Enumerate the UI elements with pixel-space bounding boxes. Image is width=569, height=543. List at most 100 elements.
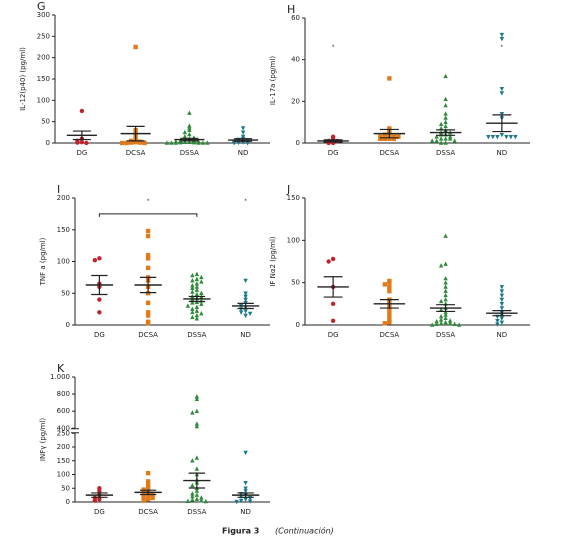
point: [141, 494, 146, 499]
point: [145, 313, 151, 318]
y-tick-label: 600: [57, 407, 70, 415]
y-tick-label: 100: [57, 471, 70, 479]
y-tick-label: 100: [287, 236, 300, 244]
point: [387, 310, 392, 315]
y-tick-label: 60: [291, 14, 300, 22]
annotation: *: [501, 45, 504, 51]
y-tick-label: 1.000: [50, 373, 70, 381]
point: [247, 499, 253, 504]
point: [243, 489, 248, 494]
point: [243, 486, 248, 491]
point: [247, 311, 253, 317]
point: [243, 278, 248, 284]
y-tick-label: 200: [57, 194, 70, 202]
point: [443, 73, 448, 79]
point: [145, 300, 151, 305]
point: [133, 44, 138, 50]
annotation: *: [244, 199, 247, 205]
y-tick-label: 100: [37, 96, 50, 104]
point: [243, 291, 248, 296]
point: [499, 289, 505, 294]
point: [438, 307, 444, 312]
point: [238, 310, 244, 315]
point: [499, 87, 505, 92]
point: [243, 297, 248, 303]
point: [194, 492, 200, 497]
point: [194, 455, 200, 460]
point: [92, 498, 98, 503]
point: [387, 280, 392, 285]
y-tick-label: 50: [61, 484, 70, 492]
point: [513, 134, 518, 140]
y-tick-label: 300: [37, 11, 50, 19]
y-axis-label: INFγ (pg/ml): [39, 418, 47, 461]
point: [443, 319, 448, 325]
point: [456, 322, 462, 327]
point: [243, 450, 248, 456]
caption-label: Figura 3: [222, 527, 259, 536]
point: [190, 309, 195, 315]
point: [173, 140, 179, 145]
point: [499, 91, 505, 96]
point: [196, 140, 201, 145]
point: [452, 321, 457, 326]
point: [97, 488, 102, 494]
y-tick-label: 0: [296, 321, 300, 329]
point: [194, 394, 200, 399]
point: [429, 322, 435, 327]
point: [234, 499, 239, 505]
point: [79, 108, 85, 114]
point: [182, 134, 188, 139]
point: [438, 136, 444, 141]
panel-letter: H: [287, 3, 295, 16]
point: [443, 297, 448, 302]
point: [194, 312, 200, 318]
y-tick-label: 0: [66, 498, 70, 506]
y-tick-label: 50: [291, 279, 300, 287]
point: [387, 76, 392, 81]
point: [387, 126, 392, 131]
point: [191, 139, 197, 145]
point: [150, 495, 155, 501]
point: [434, 319, 439, 324]
point: [240, 130, 246, 135]
point: [438, 298, 444, 304]
point: [194, 276, 200, 282]
point: [243, 309, 248, 314]
point: [145, 228, 151, 234]
y-tick-label: 0: [296, 139, 300, 147]
point: [396, 134, 401, 139]
panel-letter: I: [57, 183, 60, 196]
point: [190, 497, 195, 502]
point: [499, 297, 505, 303]
y-tick-label: 400: [57, 424, 70, 432]
x-tick-label: DG: [94, 508, 105, 516]
y-tick-label: 40: [291, 56, 300, 64]
point: [194, 488, 200, 493]
point: [231, 141, 237, 146]
point: [190, 272, 195, 278]
point: [190, 277, 195, 283]
y-tick-label: 0: [46, 139, 50, 147]
annotation: *: [147, 199, 150, 205]
point: [438, 125, 444, 131]
point: [443, 292, 448, 298]
point: [190, 306, 195, 311]
point: [452, 138, 457, 143]
point: [190, 410, 195, 415]
point: [92, 258, 98, 263]
y-tick-label: 150: [57, 457, 70, 465]
y-tick-label: 0: [66, 321, 70, 329]
y-axis-label: IL-12(p40) (pg/ml): [19, 47, 27, 111]
x-tick-label: ND: [240, 331, 251, 339]
point: [438, 320, 444, 326]
point: [194, 308, 200, 313]
panel-letter: J: [286, 183, 290, 196]
point: [145, 252, 151, 258]
point: [330, 256, 336, 262]
point: [508, 134, 514, 140]
point: [203, 498, 209, 504]
y-tick-label: 150: [287, 194, 300, 202]
y-axis-label: TNF a (pg/ml): [39, 237, 47, 286]
point: [447, 136, 453, 141]
